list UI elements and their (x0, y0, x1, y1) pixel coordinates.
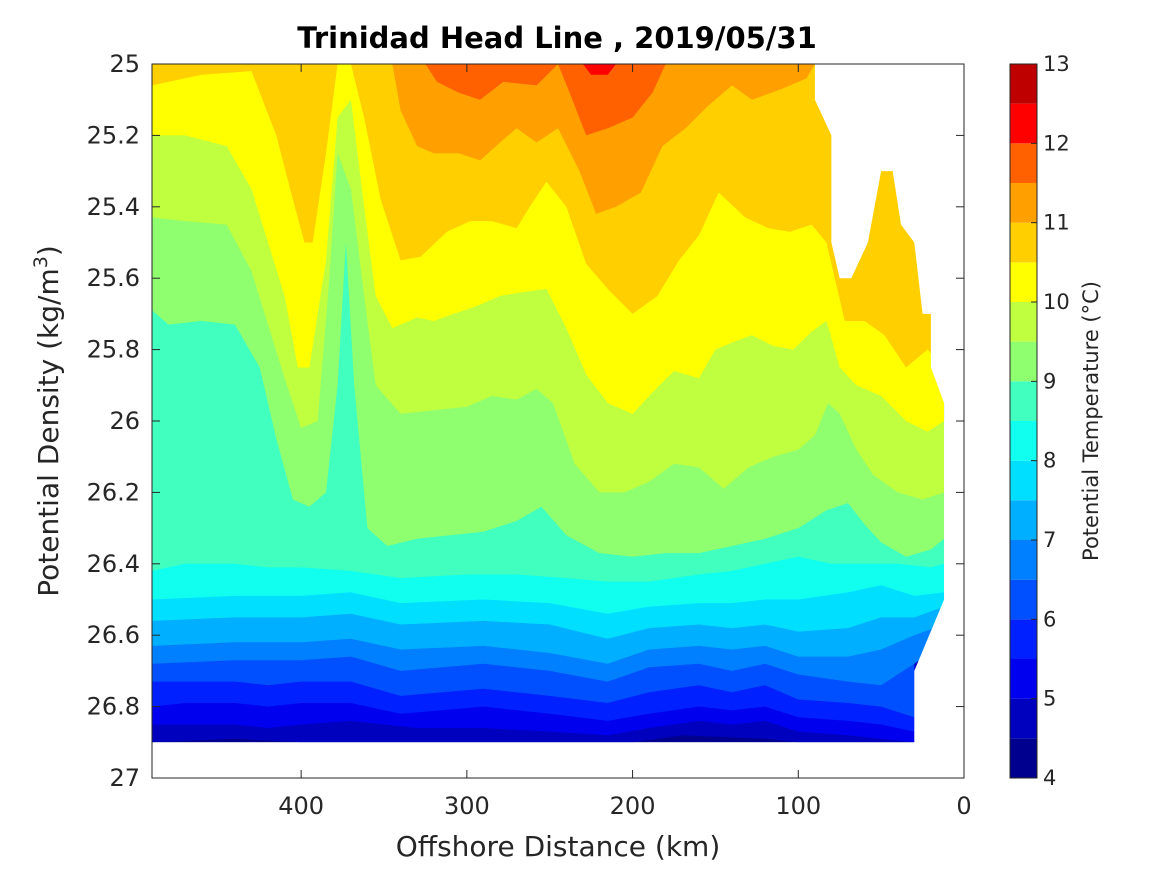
contour-band-12 (582, 64, 616, 75)
colorbar-swatch (1010, 579, 1037, 620)
no-data-area-bottom (152, 742, 964, 778)
x-tick-label: 300 (444, 792, 490, 820)
colorbar-swatch (1010, 421, 1037, 461)
x-tick-label: 100 (775, 792, 821, 820)
colorbar-tick-label: 12 (1043, 131, 1070, 155)
y-tick-label: 26.8 (87, 693, 140, 721)
y-tick-label: 25.6 (87, 264, 140, 292)
colorbar-tick-label: 10 (1043, 290, 1070, 314)
colorbar-label: Potential Temperature (°C) (1079, 281, 1103, 561)
y-axis-label-superscript: 3 (30, 256, 52, 268)
x-axis: 400 300 200 100 0 (278, 64, 972, 820)
contour-field (152, 64, 964, 743)
contour-band-10-5 (152, 64, 945, 368)
y-tick-label: 26.4 (87, 550, 140, 578)
colorbar-swatch (1010, 619, 1037, 659)
y-axis-label: Potential Density (kg/m3) (30, 245, 65, 597)
y-tick-label: 25.8 (87, 336, 140, 364)
colorbar-tick-label: 5 (1043, 687, 1056, 711)
y-tick-label: 26.6 (87, 621, 140, 649)
colorbar-tick-label: 11 (1043, 211, 1070, 235)
y-axis-label-end: ) (32, 245, 65, 256)
colorbar-tick-label: 4 (1043, 766, 1056, 790)
colorbar-swatch (1010, 698, 1037, 739)
colorbar-swatch (1010, 341, 1037, 382)
colorbar-tick-label: 7 (1043, 528, 1056, 552)
no-data-region (152, 64, 964, 778)
contour-band-11-5 (425, 64, 666, 136)
colorbar: 4 5 6 7 8 9 10 11 12 13 (1009, 52, 1070, 790)
colorbar-swatch (1010, 381, 1037, 421)
x-axis-label: Offshore Distance (km) (396, 830, 721, 863)
colorbar-tick-label: 8 (1043, 449, 1056, 473)
x-tick-label: 400 (278, 792, 324, 820)
colorbar-swatch (1010, 302, 1037, 342)
chart-title: Trinidad Head Line , 2019/05/31 (297, 21, 817, 55)
colorbar-frame (1009, 63, 1038, 779)
colorbar-swatch (1010, 460, 1037, 501)
x-tick-label: 0 (956, 792, 971, 820)
no-data-area-coast (944, 64, 964, 778)
y-axis-label-base: Potential Density (kg/m (32, 268, 65, 597)
colorbar-swatch (1010, 143, 1037, 183)
y-tick-label: 25.4 (87, 193, 140, 221)
y-tick-label: 26 (109, 407, 140, 435)
colorbar-swatch (1010, 64, 1037, 104)
y-tick-label: 27 (109, 764, 140, 792)
y-tick-label: 25.2 (87, 121, 140, 149)
x-tick-label: 200 (610, 792, 656, 820)
colorbar-swatch (1010, 659, 1037, 699)
colorbar-swatch (1010, 222, 1037, 263)
colorbar-swatch (1010, 500, 1037, 540)
colorbar-swatch (1010, 103, 1037, 144)
y-tick-label: 25 (109, 50, 140, 78)
y-tick-label: 26.2 (87, 478, 140, 506)
colorbar-tick-label: 6 (1043, 607, 1056, 631)
colorbar-swatch (1010, 738, 1037, 778)
no-data-area-upper (814, 64, 964, 404)
colorbar-swatch (1010, 540, 1037, 580)
colorbar-tick-label: 9 (1043, 369, 1056, 393)
colorbar-swatch (1010, 183, 1037, 223)
colorbar-swatch (1010, 262, 1037, 302)
contour-band-11 (392, 64, 815, 214)
colorbar-tick-label: 13 (1043, 52, 1070, 76)
y-axis: 25 25.2 25.4 25.6 25.8 26 26.2 26.4 26.6 26.8 27 (87, 50, 964, 792)
